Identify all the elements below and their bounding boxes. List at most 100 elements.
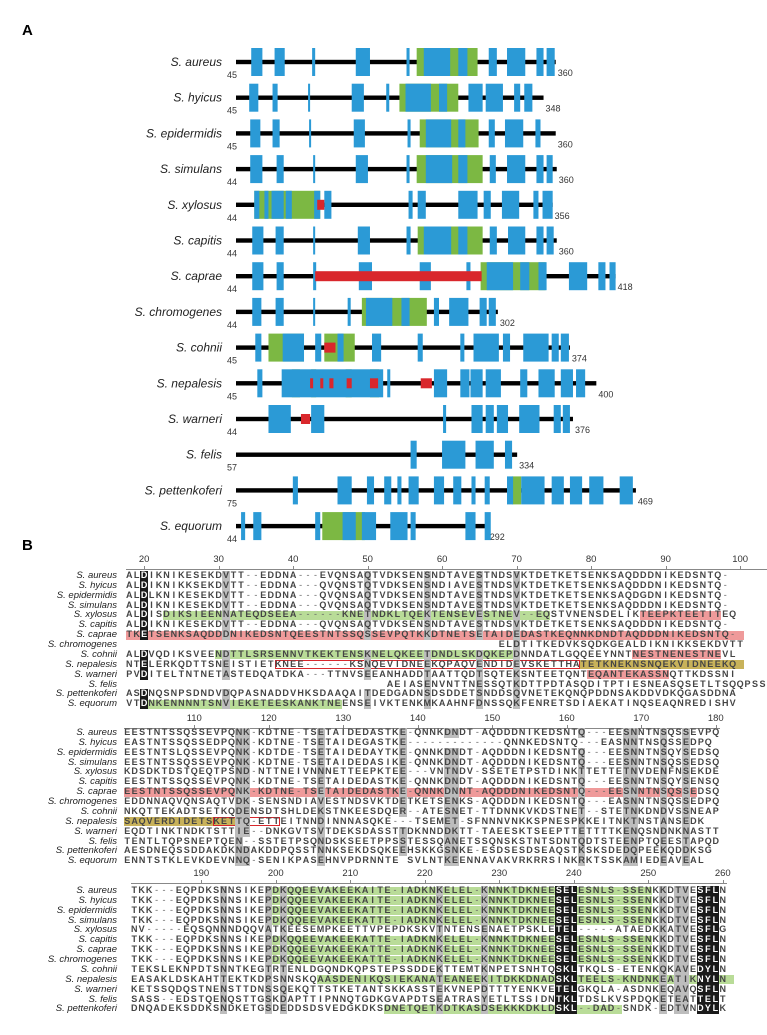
residue: N [587, 609, 595, 620]
residue: T [250, 1003, 257, 1014]
species-label: S. pettenkoferi [145, 483, 223, 497]
residue: N [491, 579, 498, 590]
residue: E [288, 736, 295, 747]
residue: T [674, 1003, 682, 1015]
residue: - [408, 756, 412, 767]
residue: D [659, 825, 668, 837]
residue: Q [498, 678, 506, 689]
end-residue: 418 [618, 282, 633, 292]
residue: N [654, 570, 662, 580]
residue: E [451, 855, 459, 867]
residue: K [652, 963, 659, 974]
alignment-ruler [130, 883, 727, 884]
residue: N [488, 963, 496, 974]
residue: E [595, 698, 602, 709]
residue: Q [334, 599, 342, 610]
residue: - [587, 805, 591, 816]
residue: - [169, 944, 173, 955]
residue: P [526, 766, 533, 777]
residue: E [310, 944, 317, 955]
residue: E [511, 766, 518, 777]
residue: N [719, 944, 727, 955]
residue: T [409, 629, 416, 640]
residue: - [162, 904, 166, 915]
residue: S [310, 746, 317, 757]
residue: T [372, 579, 378, 590]
residue: D [207, 629, 215, 640]
residue: T [357, 579, 363, 590]
residue: Q [319, 599, 327, 610]
residue: V [512, 589, 521, 601]
residue: E [257, 904, 264, 915]
residue: E [131, 973, 138, 984]
residue: Q [555, 845, 563, 856]
residue: K [697, 815, 705, 826]
residue: S [475, 599, 484, 611]
residue: G [577, 983, 585, 994]
residue: E [565, 589, 572, 600]
residue: N [535, 698, 543, 709]
residue: E [615, 746, 622, 757]
residue: S [595, 609, 602, 620]
residue: N [421, 786, 429, 797]
residue: T [385, 776, 391, 787]
residue: - [460, 736, 464, 747]
residue: T [707, 570, 714, 580]
residue: Q [624, 570, 632, 580]
residue: - [602, 746, 606, 757]
residue: H [205, 973, 212, 984]
residue: K [349, 658, 356, 669]
residue: - [490, 736, 494, 747]
residue: Q [205, 924, 213, 935]
residue: I [172, 579, 176, 590]
residue: E [655, 609, 662, 620]
residue: D [518, 914, 525, 925]
residue: Q [363, 619, 372, 631]
residue: K [168, 855, 176, 866]
residue: K [423, 629, 431, 641]
residue: K [558, 599, 565, 610]
residue: E [550, 698, 557, 709]
residue: E [131, 835, 138, 846]
residue: E [466, 983, 473, 994]
residue: D [431, 688, 438, 699]
residue: S [280, 796, 287, 807]
residue: D [414, 963, 421, 974]
residue: S [310, 756, 317, 767]
residue: Q [414, 746, 422, 757]
residue: Q [669, 698, 677, 709]
residue: E [459, 894, 466, 905]
residue: V [213, 746, 220, 757]
residue: A [354, 815, 362, 826]
blue-domain [250, 119, 261, 148]
residue: N [317, 835, 325, 847]
blue-domain [251, 48, 263, 76]
residue: E [459, 904, 466, 915]
residue: A [453, 589, 461, 600]
residue: N [630, 835, 638, 847]
residue: R [541, 855, 548, 866]
residue: E [392, 845, 399, 856]
residue: T [146, 736, 153, 747]
residue: K [503, 944, 510, 955]
residue: N [699, 619, 707, 630]
residue: N [257, 983, 265, 994]
residue: N [215, 698, 222, 709]
residue: - [587, 756, 591, 767]
residue: T [325, 727, 332, 737]
residue: E [548, 944, 555, 955]
residue: - [408, 815, 412, 826]
residue: E [409, 648, 416, 659]
residue: S [156, 609, 163, 620]
residue: - [408, 746, 412, 757]
residue: A [610, 698, 617, 709]
residue: T [429, 796, 436, 807]
residue: I [244, 914, 248, 925]
residue: K [675, 825, 682, 836]
residue: L [711, 983, 720, 995]
residue: E [565, 579, 572, 590]
alignment-ruler [125, 569, 767, 570]
residue: A [361, 944, 369, 955]
residue: - [475, 885, 479, 895]
residue: T [608, 815, 615, 826]
